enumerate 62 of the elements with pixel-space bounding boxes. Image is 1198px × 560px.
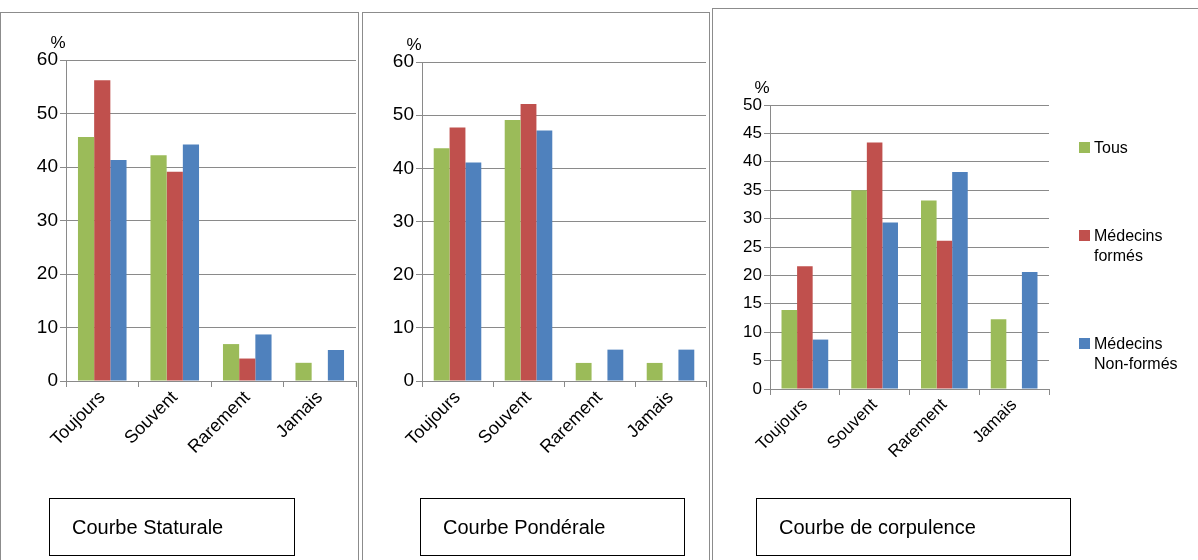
bar: [449, 127, 466, 381]
text: Courbe Pondérale: [420, 498, 685, 556]
y-tick-label: 0: [403, 369, 414, 391]
y-tick-label: 30: [36, 208, 58, 230]
bar: [936, 240, 953, 389]
y-tick-label: 50: [36, 101, 58, 123]
bar: [882, 222, 898, 389]
bar: [921, 200, 937, 389]
bar: [797, 266, 813, 389]
y-tick-label: 0: [752, 378, 762, 398]
y-tick-label: 15: [743, 293, 762, 313]
y-tick-label: 45: [743, 123, 762, 143]
y-tick-label: 40: [36, 155, 58, 177]
bar: [536, 130, 553, 381]
bar: [504, 119, 521, 381]
y-tick-label: 40: [392, 156, 414, 178]
bar: [239, 358, 256, 381]
bar: [781, 310, 798, 389]
text: Courbe de corpulence: [756, 498, 1071, 556]
bar: [150, 155, 167, 381]
bar: [607, 349, 624, 381]
y-tick-label: 10: [743, 321, 762, 341]
y-tick-label: 50: [392, 103, 414, 125]
bar: [990, 319, 1007, 389]
bar: [646, 362, 663, 381]
bar: [1021, 271, 1038, 389]
bar: [77, 137, 95, 381]
y-tick-label: 5: [752, 350, 762, 370]
y-tick-label: 10: [36, 315, 58, 337]
bar: [520, 104, 537, 381]
bar: [295, 362, 312, 381]
bar: [678, 349, 695, 381]
y-axis-title: %: [754, 78, 770, 97]
bar: [433, 148, 450, 381]
legend-label: Médecins formés: [1094, 226, 1164, 266]
bar: [222, 344, 240, 381]
bar: [327, 349, 345, 381]
y-tick-label: 20: [36, 262, 58, 284]
y-tick-label: 20: [392, 262, 414, 284]
legend-label: Tous: [1094, 138, 1128, 158]
bar: [465, 162, 482, 381]
bar: [166, 171, 183, 381]
y-tick-label: 35: [743, 179, 762, 199]
bar: [255, 334, 272, 381]
bar: [94, 80, 111, 381]
y-tick-label: 20: [743, 265, 762, 285]
bar: [952, 172, 968, 389]
y-tick-label: 50: [743, 94, 762, 114]
y-tick-label: 40: [743, 151, 762, 171]
text: Courbe Staturale: [49, 498, 295, 556]
y-tick-label: 30: [392, 209, 414, 231]
bar: [812, 339, 829, 389]
y-tick-label: 25: [743, 236, 762, 256]
bar: [575, 362, 592, 381]
bar: [182, 144, 200, 381]
y-tick-label: 30: [743, 208, 762, 228]
y-tick-label: 0: [47, 369, 58, 391]
legend-label: Médecins Non-formés: [1094, 334, 1179, 374]
y-tick-label: 10: [392, 316, 414, 338]
bar: [110, 160, 127, 381]
bar: [866, 142, 883, 389]
bar: [851, 190, 867, 389]
